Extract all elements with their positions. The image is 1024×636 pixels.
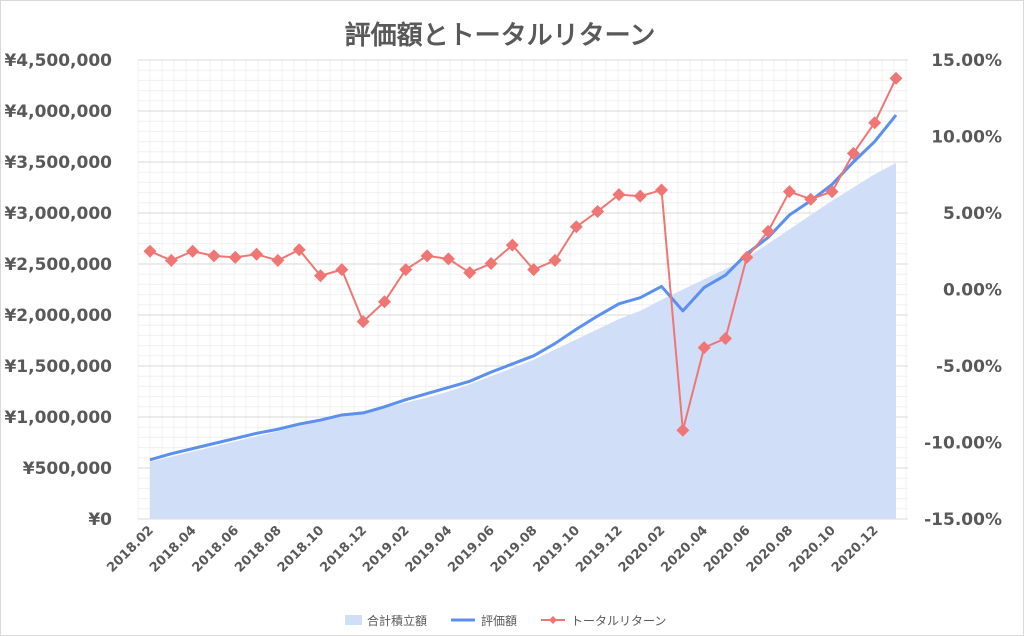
y-right-tick-label: -5.00%: [936, 357, 1002, 377]
y-left-tick-label: ¥1,000,000: [4, 408, 112, 428]
total-return-marker: [740, 250, 754, 264]
total-return-marker: [441, 252, 455, 266]
total-return-marker: [868, 116, 882, 130]
total-return-marker: [846, 146, 860, 160]
y-right-tick-label: 15.00%: [931, 51, 1002, 71]
total-return-marker: [527, 263, 541, 277]
y-left-tick-label: ¥3,500,000: [4, 153, 112, 173]
total-return-marker: [420, 249, 434, 263]
total-return-marker: [292, 243, 306, 257]
total-return-marker: [399, 263, 413, 277]
area-layer: [150, 163, 896, 519]
y-left-tick-label: ¥0: [88, 510, 112, 530]
legend-label: トータルリターン: [571, 614, 666, 628]
total-return-marker: [591, 204, 605, 218]
y-left-tick-label: ¥2,000,000: [4, 306, 112, 326]
y-left-tick-label: ¥4,000,000: [4, 102, 112, 122]
total-return-marker: [548, 253, 562, 267]
total-return-marker: [889, 71, 903, 85]
total-return-marker: [250, 247, 264, 261]
legend-label: 合計積立額: [367, 613, 427, 628]
total-return-marker: [463, 266, 477, 280]
total-return-marker: [164, 253, 178, 267]
y-left-tick-label: ¥500,000: [23, 459, 112, 479]
y-right-tick-label: 5.00%: [943, 204, 1002, 224]
total-return-marker: [612, 188, 626, 202]
chart-title: 評価額とトータルリターン: [345, 20, 656, 51]
total-return-marker: [143, 244, 157, 258]
y-right-tick-label: 10.00%: [931, 128, 1002, 148]
total-return-marker: [228, 250, 242, 264]
x-axis: 2018.022018.042018.062018.082018.102018.…: [104, 523, 881, 575]
total-return-marker: [505, 238, 519, 252]
y-right-tick-label: -15.00%: [924, 510, 1002, 530]
y-left-tick-label: ¥2,500,000: [4, 255, 112, 275]
legend-label: 評価額: [481, 613, 517, 628]
y-left-tick-label: ¥3,000,000: [4, 204, 112, 224]
total-return-marker: [825, 185, 839, 199]
total-return-marker: [633, 189, 647, 203]
legend-swatch-area: [345, 615, 362, 625]
total-return-marker: [569, 220, 583, 234]
total-return-marker: [314, 269, 328, 283]
total-return-marker: [484, 256, 498, 270]
area-series-total-contribution: [150, 163, 896, 519]
total-return-marker: [186, 244, 200, 258]
total-return-marker: [676, 423, 690, 437]
total-return-marker: [718, 331, 732, 345]
total-return-marker: [271, 253, 285, 267]
y-right-tick-label: 0.00%: [943, 281, 1002, 301]
total-return-marker: [377, 295, 391, 309]
y-left-axis: ¥0 ¥500,000 ¥1,000,000 ¥1,500,000 ¥2,000,000…: [4, 51, 112, 530]
x-tick-label: 2020.12: [829, 523, 881, 575]
legend-swatch-marker: [549, 616, 557, 624]
marker-layer: [143, 71, 903, 437]
total-return-marker: [356, 315, 370, 329]
total-return-marker: [207, 249, 221, 263]
y-left-tick-label: ¥1,500,000: [4, 357, 112, 377]
total-return-marker: [697, 341, 711, 355]
total-return-marker: [761, 224, 775, 238]
y-left-tick-label: ¥4,500,000: [4, 51, 112, 71]
total-return-marker: [335, 263, 349, 277]
total-return-marker: [804, 192, 818, 206]
y-right-tick-label: -10.00%: [924, 434, 1002, 454]
y-right-axis: -15.00% -10.00% -5.00% 0.00% 5.00% 10.00% 15.0…: [924, 51, 1002, 530]
total-return-marker: [655, 183, 669, 197]
legend: 合計積立額 評価額 トータルリターン: [345, 613, 666, 628]
total-return-marker: [782, 185, 796, 199]
